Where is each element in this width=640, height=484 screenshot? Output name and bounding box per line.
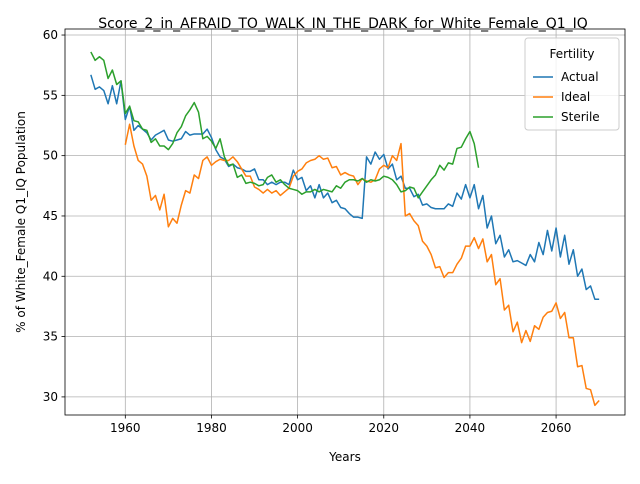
series-line-sterile xyxy=(90,51,480,199)
chart-title: Score_2_in_AFRAID_TO_WALK_IN_THE_DARK_fo… xyxy=(98,16,588,32)
legend-label-sterile: Sterile xyxy=(561,110,600,124)
legend: Fertility Actual Ideal Sterile xyxy=(524,37,620,131)
x-axis-ticks: 1960 1980 2000 2020 2040 2060 xyxy=(110,415,571,435)
series-lines xyxy=(90,51,600,407)
x-tick-label: 2020 xyxy=(368,421,399,435)
x-tick-label: 1980 xyxy=(196,421,227,435)
legend-title: Fertility xyxy=(549,47,594,61)
x-tick-label: 2060 xyxy=(541,421,572,435)
y-tick-label: 45 xyxy=(43,209,58,223)
legend-label-actual: Actual xyxy=(561,70,599,84)
plot-frame xyxy=(64,28,626,416)
grid xyxy=(65,29,625,415)
legend-label-ideal: Ideal xyxy=(561,90,590,104)
legend-box xyxy=(524,37,620,131)
x-tick-label: 1960 xyxy=(110,421,141,435)
y-axis-label: % of White_Female Q1_IQ Population xyxy=(14,111,28,333)
y-tick-label: 40 xyxy=(43,269,58,283)
y-tick-label: 60 xyxy=(43,28,58,42)
x-tick-label: 2000 xyxy=(282,421,313,435)
x-tick-label: 2040 xyxy=(455,421,486,435)
x-axis-label: Years xyxy=(328,450,361,464)
y-tick-label: 30 xyxy=(43,390,58,404)
y-tick-label: 55 xyxy=(43,88,58,102)
series-line-actual xyxy=(90,74,600,300)
y-tick-label: 35 xyxy=(43,330,58,344)
y-axis-ticks: 30 35 40 45 50 55 60 xyxy=(43,28,65,404)
y-tick-label: 50 xyxy=(43,149,58,163)
